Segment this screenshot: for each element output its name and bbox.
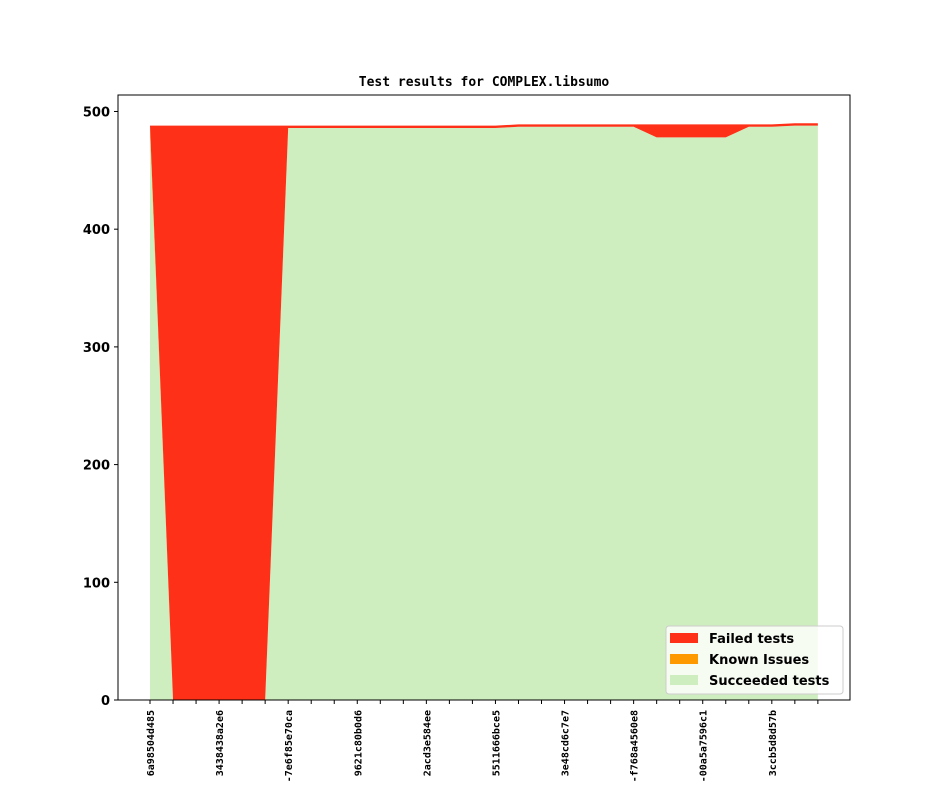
x-tick-label: 5511666bce5 bbox=[491, 710, 502, 776]
y-tick-label: 100 bbox=[83, 576, 110, 591]
plot-frame bbox=[117, 94, 851, 701]
area bbox=[150, 125, 818, 701]
legend-label: Failed tests bbox=[709, 632, 794, 647]
x-tick-label: 3438438a2e6 bbox=[215, 710, 226, 776]
x-tick-label: 3ccb5d8d57b bbox=[768, 710, 779, 776]
legend-swatch bbox=[670, 633, 698, 643]
x-tick-label: 6a98504d485 bbox=[146, 710, 157, 776]
y-tick-label: 500 bbox=[83, 105, 110, 120]
area bbox=[150, 123, 818, 700]
y-tick-label: 200 bbox=[83, 459, 110, 474]
x-tick-label: 9621c80b0d6 bbox=[353, 710, 364, 776]
legend-swatch bbox=[670, 654, 698, 664]
legend-label: Succeeded tests bbox=[709, 674, 830, 689]
legend-swatch bbox=[670, 675, 698, 685]
y-tick-label: 300 bbox=[83, 341, 110, 356]
chart-title: Test results for COMPLEX.libsumo bbox=[359, 75, 610, 90]
x-tick-label: -f768a4560e8 bbox=[630, 710, 641, 782]
x-tick-label: -7e6f85e70ca bbox=[284, 710, 295, 782]
legend-box bbox=[665, 625, 844, 695]
x-tick-label: 3e48cd6c7e7 bbox=[561, 710, 572, 776]
x-tick-label: -00a5a7596c1 bbox=[699, 710, 710, 782]
x-tick-label: 2acd3e584ee bbox=[422, 710, 433, 776]
y-tick-label: 0 bbox=[101, 694, 110, 709]
legend-label: Known Issues bbox=[709, 653, 809, 668]
y-tick-label: 400 bbox=[83, 223, 110, 238]
